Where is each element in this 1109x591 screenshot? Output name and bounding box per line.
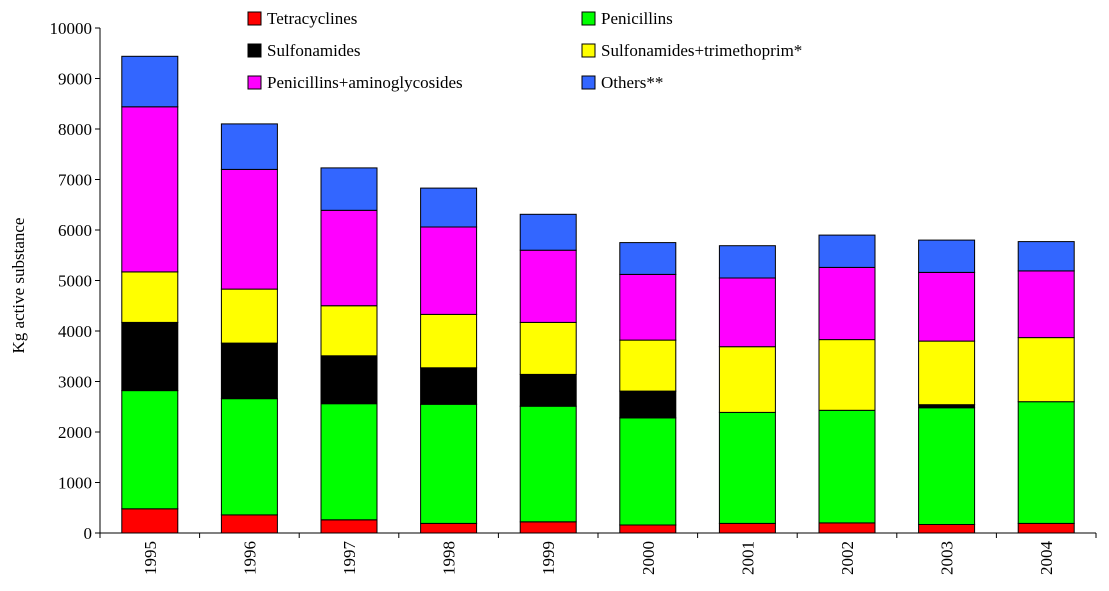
- bar-segment-2002-series-1: [818, 409, 876, 524]
- bar-segment-2004-series-4: [1017, 270, 1075, 339]
- bar-segment-2001-series-4: [718, 277, 776, 348]
- bar-segment-2000-series-5: [619, 242, 677, 275]
- bar-segment-1998-series-2: [420, 367, 478, 405]
- bar-segment-2004-series-0: [1017, 522, 1075, 534]
- bar-segment-1999-series-4: [519, 249, 577, 323]
- bar-segment-1998-series-1: [420, 403, 478, 524]
- bar-segment-1995-series-3: [121, 271, 179, 323]
- x-tick-label: 2004: [1037, 541, 1056, 576]
- bar-segment-2004-series-5: [1017, 241, 1075, 272]
- bar-segment-2003-series-4: [918, 271, 976, 342]
- x-tick-label: 2003: [938, 541, 957, 575]
- bar-segment-2001-series-1: [718, 411, 776, 524]
- x-tick-label: 1997: [340, 541, 359, 576]
- bar-segment-1995-series-4: [121, 106, 179, 273]
- bar-segment-2004-series-3: [1017, 337, 1075, 403]
- bar-segment-2003-series-5: [918, 239, 976, 273]
- bar-segment-2000-series-2: [619, 390, 677, 419]
- bar-segment-1996-series-1: [220, 398, 278, 516]
- bars-layer: [121, 55, 1075, 534]
- y-tick-label: 2000: [58, 423, 92, 442]
- x-tick-label: 2001: [738, 541, 757, 575]
- bar-segment-1995-series-1: [121, 390, 179, 510]
- bar-segment-1996-series-5: [220, 123, 278, 170]
- bar-segment-2002-series-4: [818, 266, 876, 341]
- bar-segment-2001-series-0: [718, 522, 776, 534]
- x-tick-label: 2002: [838, 541, 857, 575]
- bar-segment-2002-series-3: [818, 339, 876, 411]
- y-tick-label: 5000: [58, 272, 92, 291]
- bar-segment-1995-series-5: [121, 55, 179, 108]
- legend-label-5: Others**: [601, 73, 663, 92]
- legend-swatch-4: [247, 75, 262, 90]
- bar-segment-1998-series-3: [420, 313, 478, 369]
- y-tick-label: 3000: [58, 373, 92, 392]
- bar-segment-2000-series-0: [619, 524, 677, 534]
- x-tick-label: 1998: [440, 541, 459, 575]
- bar-segment-1998-series-0: [420, 522, 478, 534]
- bar-segment-2001-series-3: [718, 346, 776, 413]
- y-axis-label: Kg active substance: [9, 218, 28, 354]
- bar-segment-1996-series-4: [220, 168, 278, 290]
- y-tick-label: 1000: [58, 474, 92, 493]
- x-tick-label: 1995: [141, 541, 160, 575]
- bar-segment-1996-series-2: [220, 342, 278, 400]
- bar-segment-2000-series-3: [619, 339, 677, 392]
- legend-swatch-3: [581, 43, 596, 58]
- y-tick-label: 4000: [58, 322, 92, 341]
- bar-segment-2004-series-1: [1017, 401, 1075, 524]
- bar-segment-1997-series-1: [320, 403, 378, 521]
- bar-segment-1995-series-2: [121, 321, 179, 392]
- bar-segment-1999-series-0: [519, 521, 577, 534]
- legend-label-0: Tetracyclines: [267, 9, 357, 28]
- y-tick-label: 6000: [58, 221, 92, 240]
- y-tick-label: 9000: [58, 70, 92, 89]
- bar-segment-1999-series-2: [519, 373, 577, 407]
- bar-segment-1999-series-1: [519, 405, 577, 523]
- bar-segment-1997-series-4: [320, 209, 378, 307]
- legend-swatch-2: [247, 43, 262, 58]
- bar-segment-2003-series-3: [918, 340, 976, 406]
- bar-segment-1996-series-0: [220, 514, 278, 534]
- legend-swatch-5: [581, 75, 596, 90]
- axes-layer: 0 1000 2000 3000 4000 5000 6000 7000 8000 9000 100…: [9, 19, 1097, 576]
- x-tick-label: 1996: [240, 541, 259, 575]
- legend-label-3: Sulfonamides+trimethoprim*: [601, 41, 802, 60]
- bar-segment-2001-series-5: [718, 245, 776, 279]
- y-tick-label: 10000: [50, 19, 93, 38]
- bar-segment-1999-series-5: [519, 213, 577, 251]
- x-tick-label: 2000: [639, 541, 658, 575]
- bar-segment-2003-series-1: [918, 407, 976, 525]
- legend-label-4: Penicillins+aminoglycosides: [267, 73, 463, 92]
- bar-segment-1998-series-4: [420, 226, 478, 315]
- y-tick-label: 8000: [58, 120, 92, 139]
- bar-segment-2000-series-4: [619, 273, 677, 341]
- bar-segment-1997-series-0: [320, 519, 378, 534]
- y-tick-label: 7000: [58, 171, 92, 190]
- bar-segment-1997-series-3: [320, 305, 378, 357]
- y-tick-label: 0: [84, 524, 93, 543]
- bar-segment-1997-series-2: [320, 355, 378, 405]
- legend-swatch-0: [247, 11, 262, 26]
- bar-segment-1995-series-0: [121, 508, 179, 534]
- bar-segment-2002-series-5: [818, 234, 876, 268]
- bar-segment-1996-series-3: [220, 288, 278, 344]
- legend-swatch-1: [581, 11, 596, 26]
- bar-segment-1998-series-5: [420, 187, 478, 228]
- bar-segment-2002-series-0: [818, 522, 876, 534]
- legend-label-1: Penicillins: [601, 9, 673, 28]
- x-tick-label: 1999: [539, 541, 558, 575]
- legend: Tetracyclines Penicillins Sulfonamides Sulf…: [247, 9, 802, 92]
- bar-segment-2003-series-0: [918, 523, 976, 534]
- bar-segment-1997-series-5: [320, 167, 378, 211]
- legend-label-2: Sulfonamides: [267, 41, 361, 60]
- bar-segment-1999-series-3: [519, 321, 577, 375]
- bar-segment-2000-series-1: [619, 417, 677, 526]
